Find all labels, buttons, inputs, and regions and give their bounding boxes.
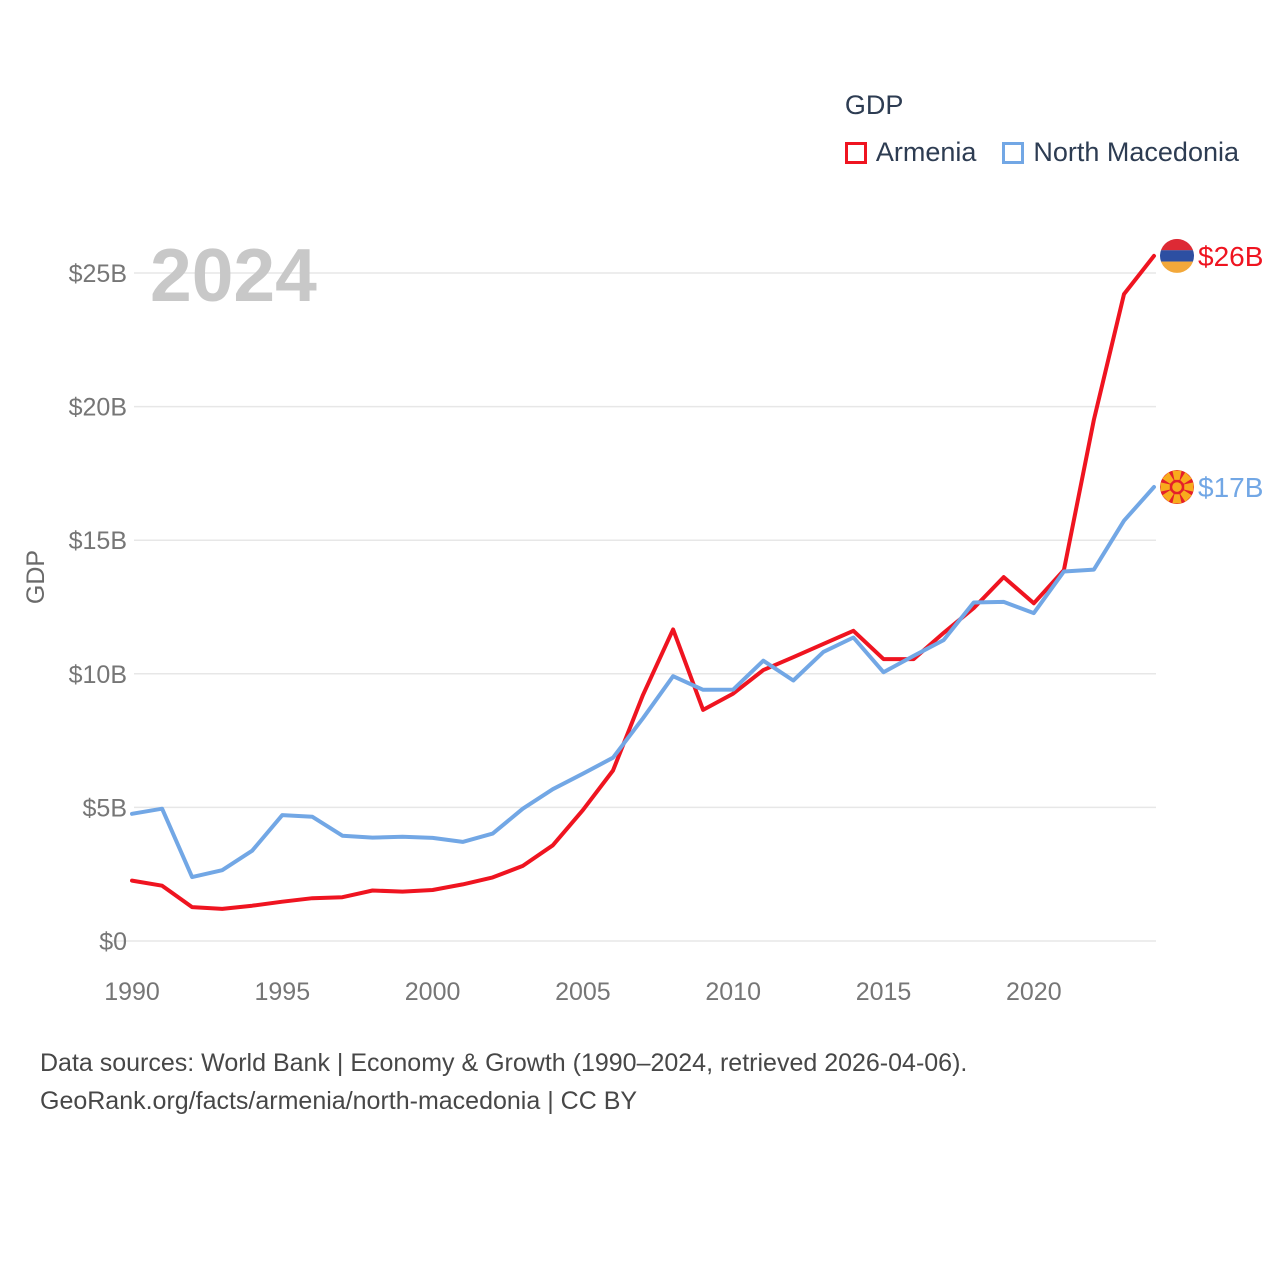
footer-data-sources: Data sources: World Bank | Economy & Gro…	[40, 1049, 968, 1077]
x-tick-label: 2020	[1006, 978, 1062, 1006]
chart-legend: GDP Armenia North Macedonia	[844, 90, 1239, 168]
series-line-armenia[interactable]	[130, 253, 1156, 911]
legend-items: Armenia North Macedonia	[844, 137, 1239, 168]
armenia-flag-icon	[1160, 238, 1194, 273]
y-tick-label: $0	[99, 928, 127, 956]
north-macedonia-series-swatch	[1002, 141, 1025, 164]
chart-canvas: $0 $5B $10B $15B $20B $25B 2024 1990 1995 2000 200…	[22, 233, 1263, 1006]
x-tick-label: 1995	[254, 978, 310, 1006]
y-tick-label: $20B	[69, 394, 127, 422]
north-macedonia-end-value-label: $17B	[1198, 472, 1263, 503]
x-tick-label: 1990	[104, 978, 160, 1006]
legend-item-north-macedonia[interactable]: North Macedonia	[1002, 137, 1239, 168]
x-tick-label: 2010	[705, 978, 761, 1006]
year-watermark: 2024	[150, 233, 317, 317]
x-tick-label: 2005	[555, 978, 611, 1006]
chart-footer: Data sources: World Bank | Economy & Gro…	[40, 1044, 1240, 1120]
y-tick-label: $25B	[69, 260, 127, 288]
legend-item-armenia[interactable]: Armenia	[844, 137, 977, 168]
y-tick-label: $5B	[83, 794, 127, 822]
y-tick-label: $15B	[69, 527, 127, 555]
north-macedonia-flag-icon	[1160, 470, 1194, 505]
y-tick-label: $10B	[69, 661, 127, 689]
legend-label-armenia: Armenia	[875, 137, 977, 167]
y-axis-title: GDP	[22, 550, 50, 604]
armenia-series-swatch	[844, 141, 867, 164]
armenia-end-value-label: $26B	[1198, 241, 1263, 272]
gdp-chart: $0 $5B $10B $15B $20B $25B 2024 1990 1995 2000 200…	[22, 90, 1263, 1006]
footer-attribution: GeoRank.org/facts/armenia/north-macedoni…	[40, 1087, 638, 1115]
legend-label-north-macedonia: North Macedonia	[1033, 137, 1239, 167]
x-tick-label: 2015	[856, 978, 912, 1006]
legend-title: GDP	[844, 90, 904, 120]
series-line-north-macedonia[interactable]	[130, 485, 1156, 880]
x-tick-label: 2000	[405, 978, 461, 1006]
